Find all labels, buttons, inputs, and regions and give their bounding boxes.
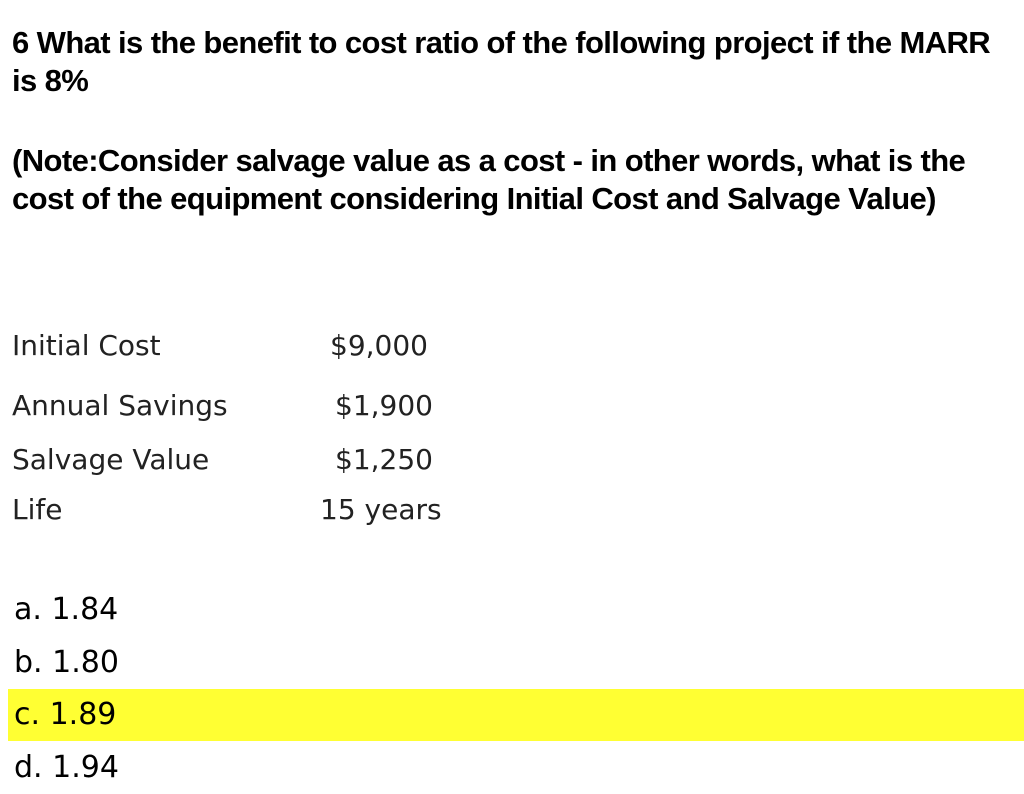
- answer-option-a[interactable]: a. 1.84: [8, 584, 1024, 636]
- question-text: 6 What is the benefit to cost ratio of t…: [12, 25, 991, 98]
- data-label: Initial Cost: [12, 329, 161, 362]
- question-note: (Note:Consider salvage value as a cost -…: [12, 143, 966, 216]
- data-label: Annual Savings: [12, 389, 228, 422]
- data-value: $9,000: [330, 329, 428, 362]
- data-row-initial-cost: Initial Cost $9,000: [12, 326, 532, 366]
- data-row-annual-savings: Annual Savings $1,900: [12, 386, 532, 426]
- answer-option-label: d. 1.94: [14, 750, 119, 785]
- answer-option-b[interactable]: b. 1.80: [8, 637, 1024, 689]
- answer-option-label: b. 1.80: [14, 645, 119, 680]
- answer-option-c[interactable]: c. 1.89: [8, 689, 1024, 741]
- answer-option-label: a. 1.84: [14, 592, 119, 627]
- data-label: Salvage Value: [12, 443, 210, 476]
- data-value: $1,250: [335, 443, 433, 476]
- data-row-life: Life 15 years: [12, 490, 532, 530]
- data-value: 15 years: [320, 493, 442, 526]
- data-row-salvage-value: Salvage Value $1,250: [12, 440, 532, 480]
- data-label: Life: [12, 493, 63, 526]
- answer-option-label: c. 1.89: [14, 697, 117, 732]
- data-value: $1,900: [335, 389, 433, 422]
- answer-option-d[interactable]: d. 1.94: [8, 742, 1024, 794]
